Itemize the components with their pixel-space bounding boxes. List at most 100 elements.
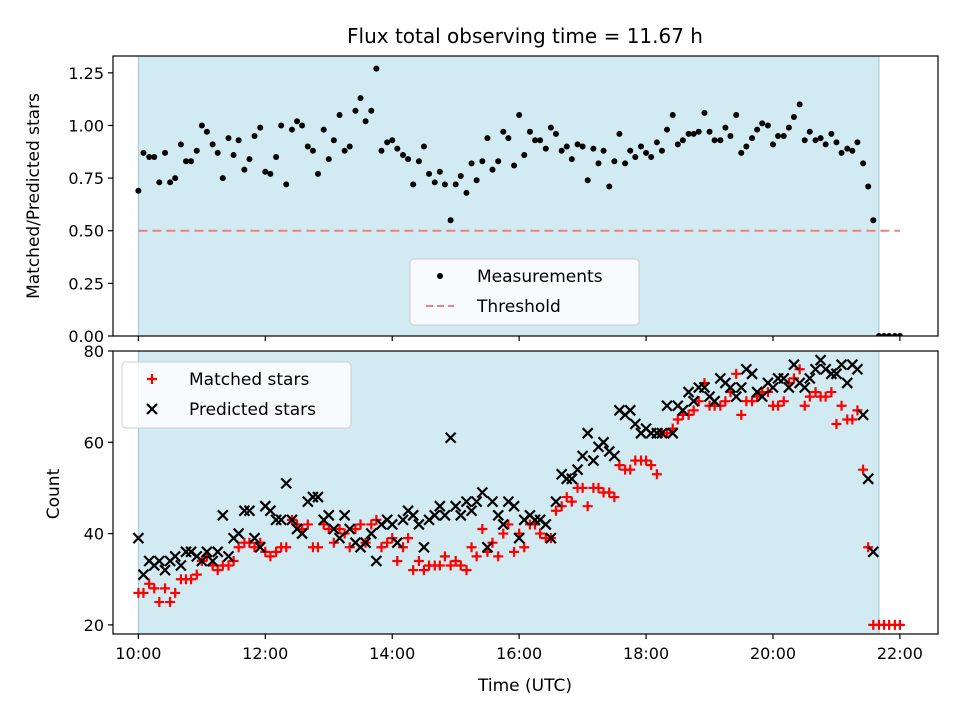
- data-point: [552, 130, 559, 137]
- data-point: [420, 143, 427, 150]
- data-point: [270, 514, 282, 526]
- data-point: [278, 122, 285, 129]
- data-point: [651, 427, 663, 439]
- data-point: [439, 509, 451, 522]
- data-point: [854, 139, 861, 146]
- data-point: [241, 166, 248, 173]
- y-tick-label: 0.25: [68, 274, 104, 293]
- data-point: [198, 122, 205, 129]
- data-point: [151, 154, 158, 161]
- data-point: [273, 154, 280, 161]
- data-point: [473, 177, 480, 184]
- data-point: [275, 514, 287, 526]
- data-point: [452, 181, 459, 188]
- data-point: [624, 404, 636, 417]
- data-point: [587, 454, 600, 467]
- y-tick-label: 60: [84, 433, 104, 452]
- data-point: [296, 527, 308, 540]
- data-point: [780, 133, 787, 139]
- data-point: [382, 537, 393, 548]
- data-point: [330, 137, 337, 144]
- data-point: [343, 523, 356, 535]
- y-tick-label: 0.75: [68, 169, 104, 188]
- data-point: [597, 436, 610, 449]
- x-tick-label: 22:00: [877, 644, 923, 663]
- data-point: [249, 542, 260, 553]
- data-point: [170, 587, 181, 598]
- data-point: [232, 527, 245, 540]
- data-point: [690, 130, 697, 137]
- data-point: [398, 542, 409, 553]
- data-point: [144, 578, 155, 589]
- data-point: [312, 491, 324, 503]
- series-predicted-stars: [132, 354, 880, 581]
- data-point: [479, 158, 486, 165]
- data-point: [835, 358, 848, 371]
- chart-title: Flux total observing time = 11.67 h: [347, 24, 703, 48]
- data-point: [593, 482, 604, 493]
- data-point: [563, 143, 570, 150]
- data-point: [450, 555, 461, 566]
- data-point: [566, 496, 577, 507]
- data-point: [405, 156, 412, 163]
- legend-box: [409, 258, 640, 326]
- data-point: [812, 137, 819, 144]
- data-point: [896, 333, 903, 336]
- data-point: [172, 175, 179, 182]
- data-point: [251, 133, 258, 139]
- data-point: [736, 409, 747, 420]
- legend: Matched stars Predicted stars: [121, 361, 352, 429]
- data-point: [428, 509, 441, 522]
- data-point: [212, 565, 223, 576]
- data-point: [604, 487, 615, 498]
- data-point: [785, 124, 792, 131]
- data-point: [271, 546, 282, 557]
- data-point: [333, 532, 346, 544]
- data-point: [836, 400, 847, 411]
- data-point: [519, 542, 530, 553]
- data-point: [860, 160, 867, 167]
- data-point: [767, 381, 779, 394]
- data-point: [733, 111, 740, 118]
- data-point: [695, 128, 702, 135]
- data-point: [783, 381, 795, 394]
- data-point: [576, 450, 589, 462]
- data-point: [638, 143, 644, 150]
- data-point: [727, 133, 734, 139]
- data-point: [788, 358, 800, 371]
- data-point: [394, 145, 401, 152]
- data-point: [503, 519, 514, 530]
- data-point: [373, 65, 380, 72]
- data-point: [344, 542, 355, 553]
- data-point: [847, 414, 858, 425]
- data-point: [370, 555, 383, 567]
- data-point: [294, 118, 301, 125]
- data-point: [455, 560, 466, 571]
- data-point: [211, 546, 224, 558]
- data-point: [431, 179, 438, 186]
- data-point: [738, 149, 745, 156]
- data-point: [403, 533, 414, 544]
- y-tick-label: 80: [84, 342, 104, 361]
- data-point: [614, 460, 625, 471]
- data-point: [352, 107, 359, 114]
- data-point: [392, 555, 403, 566]
- data-point: [558, 147, 565, 154]
- data-point: [498, 528, 509, 539]
- data-point: [439, 551, 450, 562]
- legend-box: [121, 361, 352, 429]
- data-point: [159, 564, 171, 576]
- data-point: [550, 495, 562, 508]
- data-point: [521, 151, 528, 158]
- data-point: [444, 431, 457, 444]
- data-point: [820, 391, 831, 402]
- data-point: [186, 574, 197, 585]
- x-axis-label: Time (UTC): [477, 676, 572, 696]
- data-point: [408, 565, 419, 576]
- data-point: [513, 532, 525, 544]
- data-point: [509, 546, 520, 557]
- data-point: [537, 137, 544, 144]
- data-point: [254, 541, 267, 554]
- y-tick-label: 0.00: [68, 327, 104, 346]
- data-point: [540, 518, 552, 531]
